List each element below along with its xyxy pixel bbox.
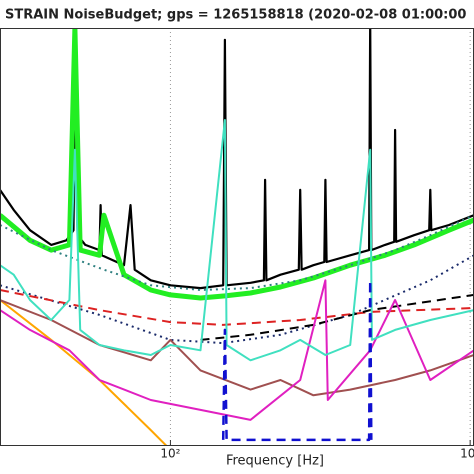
plot-area [0, 28, 474, 445]
series-line [221, 279, 373, 442]
x-tick-label: 10³ [460, 447, 474, 461]
x-axis-label: Frequency [Hz] [226, 454, 324, 469]
series-line [0, 28, 474, 290]
x-tick-label: 10² [160, 447, 180, 461]
series-line [0, 28, 474, 301]
series-line [0, 119, 474, 362]
series-line [0, 289, 474, 326]
chart-title: STRAIN NoiseBudget; gps = 1265158818 (20… [5, 8, 466, 23]
series-line [0, 279, 474, 421]
